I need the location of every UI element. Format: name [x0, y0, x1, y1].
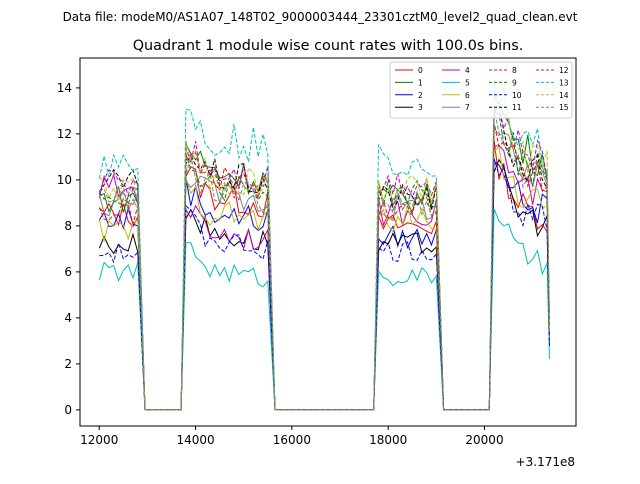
plot-frame [79, 57, 577, 427]
legend-label-13: 13 [559, 78, 569, 87]
x-tick-label: 18000 [369, 433, 407, 447]
chart-title: Quadrant 1 module wise count rates with … [133, 38, 524, 54]
legend-label-2: 2 [418, 91, 423, 100]
y-tick-label: 14 [57, 81, 72, 95]
x-tick-label: 16000 [273, 433, 311, 447]
legend-label-0: 0 [418, 66, 423, 75]
y-tick-label: 0 [64, 403, 72, 417]
legend-box [389, 61, 573, 119]
legend-label-10: 10 [512, 91, 522, 100]
x-axis-offset-label: +3.171e8 [516, 455, 575, 469]
x-tick-label: 20000 [465, 433, 503, 447]
series-line-15 [99, 109, 550, 411]
x-tick-label: 14000 [176, 433, 214, 447]
y-tick-label: 10 [57, 173, 72, 187]
y-tick-label: 6 [64, 265, 72, 279]
legend-label-9: 9 [512, 78, 517, 87]
y-tick-label: 12 [57, 127, 72, 141]
y-axis: 0 2 4 6 8 10 12 14 [57, 81, 80, 417]
legend-label-4: 4 [465, 66, 470, 75]
series-line-10 [99, 158, 550, 411]
legend-label-14: 14 [559, 91, 569, 100]
legend-label-1: 1 [418, 78, 423, 87]
legend-label-7: 7 [465, 103, 470, 112]
legend-label-8: 8 [512, 66, 517, 75]
legend-label-12: 12 [559, 66, 569, 75]
legend-label-11: 11 [512, 103, 522, 112]
x-axis: 12000 14000 16000 18000 20000 [80, 426, 504, 447]
legend-label-6: 6 [465, 91, 470, 100]
x-tick-label: 12000 [80, 433, 118, 447]
y-tick-label: 8 [64, 219, 72, 233]
y-tick-label: 2 [64, 357, 72, 371]
chart-suptitle: Data file: modeM0/AS1A07_148T02_90000034… [63, 10, 578, 24]
plot-lines [98, 80, 550, 411]
y-tick-label: 4 [64, 311, 72, 325]
legend-label-3: 3 [418, 103, 423, 112]
legend-label-5: 5 [465, 78, 470, 87]
legend-label-15: 15 [559, 103, 569, 112]
